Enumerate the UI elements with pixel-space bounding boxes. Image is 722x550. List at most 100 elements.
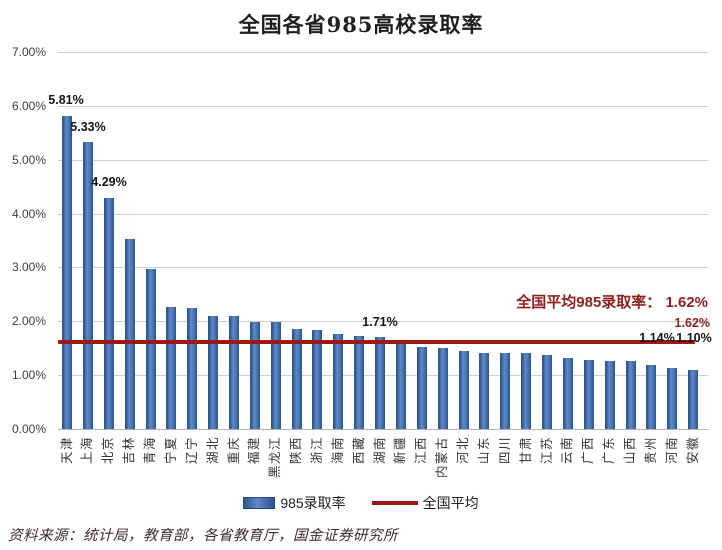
average-line: [58, 340, 695, 344]
x-axis-label-text: 辽宁: [184, 436, 199, 465]
x-axis-label: 吉林: [122, 436, 138, 464]
gridline: [58, 267, 708, 268]
x-axis-label: 广东: [602, 436, 618, 464]
x-axis-label-text: 河南: [664, 436, 679, 465]
bar: [688, 370, 699, 429]
annotation: 全国平均985录取率： 1.62%: [516, 294, 708, 311]
x-axis-label: 辽宁: [184, 436, 200, 464]
gridline: [58, 52, 708, 53]
x-axis-label-text: 山东: [476, 436, 491, 465]
x-axis-label: 北京: [101, 436, 117, 464]
x-axis-label: 云南: [560, 436, 576, 464]
chart-title: 全国各省985高校录取率: [238, 12, 484, 37]
x-axis-label-text: 湖北: [205, 436, 220, 465]
x-axis-label-text: 广西: [581, 436, 596, 465]
x-axis-label: 陕西: [289, 436, 305, 464]
annotation: 1.10%: [676, 331, 712, 345]
y-axis-label: 7.00%: [11, 45, 46, 59]
bar: [270, 322, 281, 429]
x-axis-label-text: 北京: [101, 436, 116, 465]
x-axis-label: 甘肃: [518, 436, 534, 464]
bar: [562, 358, 573, 429]
x-axis-label-text: 安徽: [685, 436, 700, 465]
gridline: [58, 321, 708, 322]
annotation: 5.81%: [48, 93, 84, 107]
x-axis-label: 安徽: [685, 436, 701, 464]
x-axis-label-text: 浙江: [309, 436, 324, 465]
annotation: 1.62%: [674, 316, 710, 330]
x-axis-label: 江苏: [539, 436, 555, 464]
bar: [458, 351, 469, 429]
bar: [82, 142, 93, 429]
bar: [249, 322, 260, 429]
y-axis-label: 5.00%: [11, 152, 46, 167]
bar: [416, 347, 427, 429]
bar: [62, 116, 72, 429]
x-axis-label-text: 青海: [143, 436, 157, 465]
bar: [145, 269, 156, 429]
x-axis-label: 黑龙江: [268, 436, 284, 478]
x-axis-label: 上海: [80, 436, 96, 464]
bar: [667, 368, 678, 429]
x-axis-label-text: 海南: [330, 436, 345, 465]
legend-label: 全国平均: [422, 495, 479, 511]
bar: [291, 329, 302, 429]
bar: [166, 307, 177, 429]
y-axis-label: 2.00%: [11, 314, 46, 329]
bar: [208, 316, 219, 429]
plot-area: [58, 52, 708, 430]
x-axis-label: 宁夏: [163, 436, 179, 464]
x-axis-label-text: 吉林: [122, 436, 137, 465]
x-axis-label-text: 重庆: [226, 436, 241, 465]
bar: [521, 353, 532, 429]
x-axis-label: 天津: [59, 436, 75, 464]
y-axis-label: 3.00%: [11, 260, 46, 275]
bar: [187, 308, 198, 429]
x-axis-label: 广西: [581, 436, 597, 464]
x-axis-label-text: 黑龙江: [268, 436, 283, 479]
legend-item-average: 全国平均: [371, 493, 479, 513]
x-axis-label-text: 内蒙古: [435, 436, 450, 479]
bar-series-swatch: [243, 497, 276, 509]
bar: [583, 360, 594, 429]
x-axis-label-text: 新疆: [393, 436, 408, 465]
x-axis-label: 内蒙古: [435, 436, 451, 478]
x-axis-label-text: 西藏: [351, 436, 366, 465]
x-axis-label-text: 甘肃: [518, 436, 533, 465]
x-axis-label: 青海: [143, 436, 159, 464]
x-axis-label-text: 湖南: [372, 436, 387, 465]
x-axis-label: 四川: [497, 436, 513, 464]
x-axis-label: 贵州: [643, 436, 659, 464]
x-axis-label-text: 宁夏: [163, 436, 178, 465]
average-line-swatch: [371, 501, 418, 505]
bar: [312, 330, 323, 429]
bar: [646, 365, 657, 429]
x-axis-label-text: 福建: [247, 436, 262, 465]
bar: [625, 361, 636, 429]
legend-item-bars: 985录取率: [243, 493, 346, 513]
x-axis-label-text: 四川: [497, 436, 512, 465]
bar: [354, 336, 365, 429]
x-axis-label-text: 云南: [560, 436, 575, 465]
annotation: 4.29%: [91, 175, 127, 189]
x-axis-label: 新疆: [393, 436, 409, 464]
x-axis-label: 山东: [476, 436, 492, 464]
bar: [604, 361, 615, 429]
y-axis-label: 6.00%: [11, 98, 46, 113]
bar: [500, 353, 511, 429]
annotation: 1.14%: [639, 331, 675, 345]
bar: [437, 348, 448, 429]
x-axis-label: 浙江: [309, 436, 325, 464]
y-axis-label: 1.00%: [11, 368, 46, 383]
x-axis-label: 福建: [247, 436, 263, 464]
annotation: 1.71%: [362, 315, 398, 329]
gridline: [58, 106, 708, 107]
legend: 985录取率 全国平均: [0, 493, 722, 513]
x-axis-label: 海南: [330, 436, 346, 464]
x-axis-label: 河南: [664, 436, 680, 464]
x-axis-label-text: 江西: [414, 436, 429, 465]
bar: [124, 239, 135, 429]
x-axis-label: 湖南: [372, 436, 388, 464]
bar: [479, 353, 490, 429]
